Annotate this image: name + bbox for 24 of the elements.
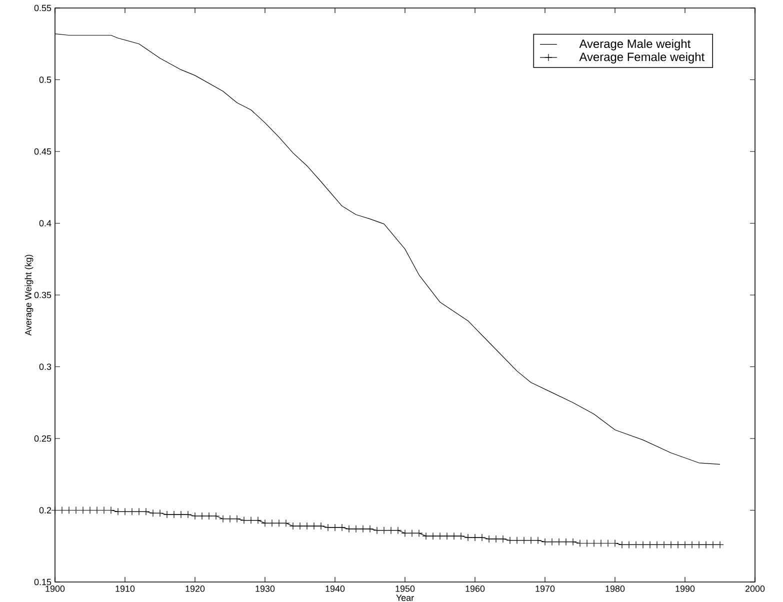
y-tick-label: 0.55 (34, 4, 52, 12)
y-tick-label: 0.25 (34, 435, 52, 442)
x-tick-label: 1930 (256, 586, 275, 592)
x-tick-label: 1970 (536, 586, 555, 592)
x-tick-label: 1920 (186, 586, 205, 592)
x-tick-label: 1940 (326, 586, 345, 592)
x-tick-label: 1960 (466, 586, 485, 592)
y-axis-title: Average Weight (kg) (24, 254, 34, 336)
x-axis-title: Year (396, 594, 414, 601)
x-tick-label: 2000 (745, 586, 765, 592)
x-tick-label: 1950 (396, 586, 415, 592)
y-tick-label: 0.5 (39, 76, 52, 83)
x-tick-label: 1910 (116, 586, 135, 592)
y-tick-label: 0.35 (34, 292, 52, 298)
y-tick-label: 0.15 (34, 578, 52, 586)
legend-label: Average Male weight (579, 39, 691, 50)
x-tick-label: 1990 (676, 586, 695, 592)
y-tick-label: 0.2 (39, 507, 52, 514)
x-tick-label: 1980 (606, 586, 625, 592)
y-tick-label: 0.3 (39, 364, 52, 370)
legend-label: Average Female weight (579, 52, 704, 64)
y-tick-label: 0.4 (39, 220, 52, 226)
y-tick-label: 0.45 (34, 148, 52, 155)
x-tick-label: 1900 (46, 586, 65, 592)
